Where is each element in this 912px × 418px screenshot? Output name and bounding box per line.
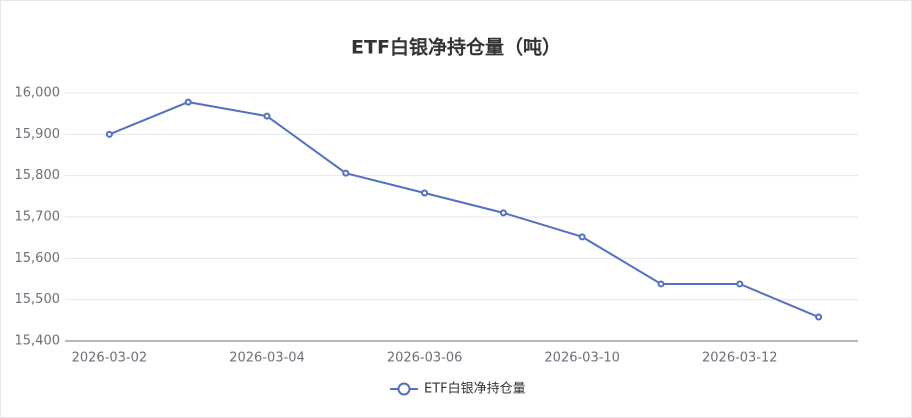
legend-label: ETF白银净持仓量 <box>424 381 526 397</box>
x-tick-label: 2026-03-06 <box>387 351 463 366</box>
y-tick-label: 15,700 <box>15 210 61 225</box>
point <box>815 313 823 321</box>
point <box>657 280 665 288</box>
y-tick-label: 15,500 <box>15 292 61 307</box>
point <box>263 112 271 120</box>
y-tick-label: 16,000 <box>15 86 61 101</box>
x-tick-label: 2026-03-12 <box>702 351 778 366</box>
y-tick-label: 15,600 <box>15 251 61 266</box>
point <box>499 209 507 217</box>
line <box>109 101 819 318</box>
x-tick-label: 2026-03-10 <box>544 351 620 366</box>
point <box>105 130 113 138</box>
y-tick-label: 15,400 <box>15 334 61 349</box>
x-tick-label: 2026-03-04 <box>229 351 305 366</box>
point <box>578 233 586 241</box>
point <box>421 189 429 197</box>
y-tick-label: 15,900 <box>15 127 61 142</box>
point <box>184 98 192 106</box>
x-tick-label: 2026-03-02 <box>72 351 148 366</box>
legend-marker <box>397 382 411 396</box>
point <box>342 169 350 177</box>
point <box>736 280 744 288</box>
chart-title: ETF白银净持仓量（吨） <box>351 36 561 59</box>
y-tick-label: 15,800 <box>15 168 61 183</box>
